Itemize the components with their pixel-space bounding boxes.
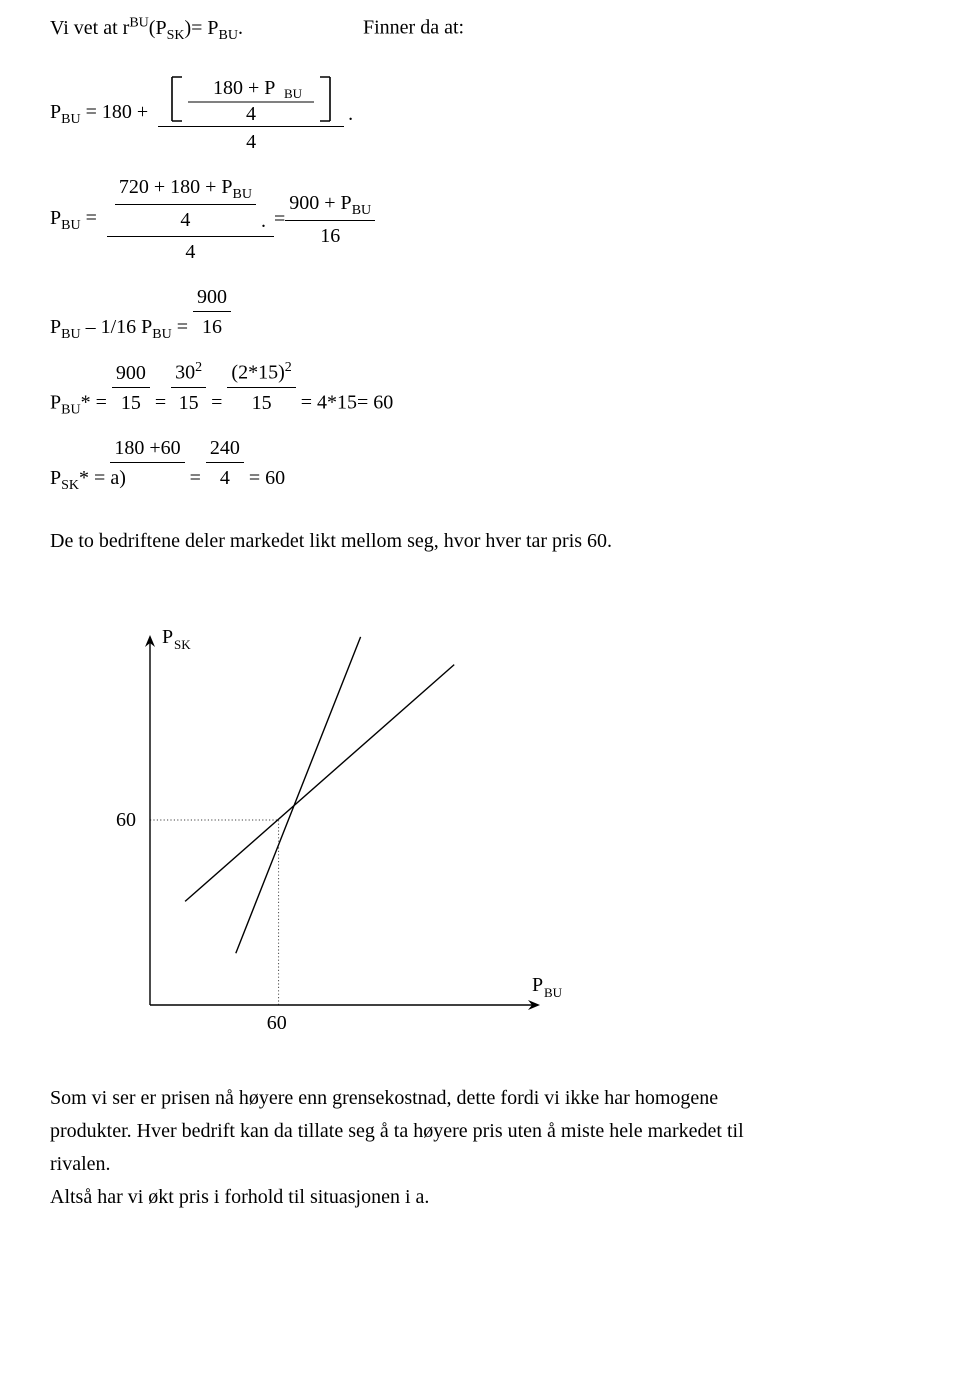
intro-line: Vi vet at rBU(PSK)= PBU. Finner da at: <box>50 14 910 46</box>
page: Vi vet at rBU(PSK)= PBU. Finner da at: P… <box>0 0 960 1396</box>
eq3-lhs-b: = <box>81 207 97 229</box>
eq4-c: = <box>172 316 193 338</box>
eq5-top1: 900 <box>112 360 150 388</box>
eq6-tail: = 60 <box>249 467 285 489</box>
sup-bu-1: BU <box>129 15 148 30</box>
svg-text:60: 60 <box>267 1012 287 1034</box>
eq2-lhs-sub: BU <box>61 112 80 127</box>
eq5-frac3: (2*15)2 15 <box>227 359 295 417</box>
eq3-frac-right: 900 + PBU 16 <box>285 190 375 251</box>
para-c: rivalen. <box>50 1151 910 1178</box>
eq3-num: 720 + 180 + P <box>119 176 233 198</box>
svg-text:4: 4 <box>246 103 256 124</box>
equation-5: PBU* = 900 15 = 302 15 = (2*15)2 15 = 4*… <box>50 359 910 421</box>
eq3-lhs-a: P <box>50 207 61 229</box>
sentence-1: De to bedriftene deler markedet likt mel… <box>50 528 910 555</box>
eq5-frac1: 900 15 <box>112 360 150 417</box>
eq5-sub: BU <box>61 403 80 418</box>
eq5-mid2: = <box>211 392 227 414</box>
para-b: produkter. Hver bedrift kan da tillate s… <box>50 1118 910 1145</box>
eq5-mid1: = <box>155 392 171 414</box>
eq2-lhs-a: P <box>50 101 61 123</box>
equation-6: PSK* = 180 +60 a) = 240 4 = 60 <box>50 435 910 496</box>
eq6-a: P <box>50 467 61 489</box>
intro-left: Vi vet at rBU(PSK)= PBU. <box>50 17 248 39</box>
eq5-b: * = <box>81 392 112 414</box>
eq2-frac: 180 + P BU 4 4 <box>158 74 344 156</box>
eq5-tail: = 4*15= 60 <box>301 392 394 414</box>
eq3-frac-left: 720 + 180 + PBU 4 . 4 <box>107 174 274 267</box>
eq3-rhs-eq: = <box>274 206 285 233</box>
eq3-lhs: PBU = <box>50 205 97 236</box>
svg-text:60: 60 <box>116 809 136 831</box>
intro-text-c: )= P <box>184 17 218 39</box>
eq5-top3: (2*15) <box>231 362 284 384</box>
eq3-lhs-sub: BU <box>61 218 80 233</box>
chart-svg: PSKPBU6060 <box>50 605 570 1065</box>
eq5-sup2: 2 <box>195 360 202 375</box>
eq2-lhs: PBU = 180 + <box>50 99 148 130</box>
eq5-a: P <box>50 392 61 414</box>
eq5-bot1: 15 <box>112 388 150 417</box>
eq4-bot: 16 <box>193 312 231 341</box>
intro-right: Finner da at: <box>363 17 464 39</box>
svg-text:P: P <box>162 626 173 648</box>
svg-text:SK: SK <box>174 637 191 652</box>
eq4-frac: 900 16 <box>193 284 231 341</box>
equation-2: PBU = 180 + 180 + P BU 4 4 . <box>50 74 910 156</box>
eq3-num-den: 4 <box>115 205 256 234</box>
bracket-icon: 180 + P BU 4 <box>166 74 336 124</box>
svg-text:BU: BU <box>544 985 563 1000</box>
eq3-den: 4 <box>107 237 274 266</box>
eq3-inner: 720 + 180 + PBU 4 <box>115 174 256 235</box>
eq5-bot3: 15 <box>227 388 295 417</box>
intro-text-b: (P <box>149 17 167 39</box>
equation-3: PBU = 720 + 180 + PBU 4 . 4 = 900 + PBU … <box>50 174 910 267</box>
eq2-lhs-b: = 180 + <box>81 101 149 123</box>
eq6-frac2: 240 4 <box>206 435 244 492</box>
sub-sk-1: SK <box>167 28 185 43</box>
intro-text-d: . <box>238 17 243 39</box>
svg-text:180 + P: 180 + P <box>213 77 275 99</box>
intro-text-a: Vi vet at r <box>50 17 129 39</box>
eq5-frac2: 302 15 <box>171 359 206 417</box>
eq4-sub2: BU <box>152 327 171 342</box>
eq3-rhs-bot: 16 <box>285 221 375 250</box>
eq2-tail: . <box>348 101 353 128</box>
eq3-tail-dot: . <box>261 209 266 231</box>
svg-text:BU: BU <box>284 86 303 101</box>
reaction-chart: PSKPBU6060 <box>50 605 910 1065</box>
eq4-sub1: BU <box>61 327 80 342</box>
eq4-a: P <box>50 316 61 338</box>
eq6-bot: a) <box>110 463 184 492</box>
eq6-top2: 240 <box>206 435 244 463</box>
eq4-b: – 1/16 P <box>81 316 153 338</box>
equation-4: PBU – 1/16 PBU = 900 16 <box>50 284 910 345</box>
svg-text:P: P <box>532 974 543 996</box>
eq2-den: 4 <box>158 127 344 156</box>
eq5-bot2: 15 <box>171 388 206 417</box>
eq3-rhs-sub: BU <box>352 203 371 218</box>
eq6-b: * = <box>79 467 110 489</box>
eq5-top2: 30 <box>175 362 195 384</box>
eq4-top: 900 <box>193 284 231 312</box>
sub-bu-1: BU <box>219 28 238 43</box>
eq3-rhs-top: 900 + P <box>289 192 351 214</box>
para-a: Som vi ser er prisen nå høyere enn grens… <box>50 1085 910 1112</box>
eq6-bot2: 4 <box>206 463 244 492</box>
eq6-mid: = <box>190 467 206 489</box>
eq5-sup3: 2 <box>285 360 292 375</box>
eq6-sub: SK <box>61 478 79 493</box>
eq6-frac1: 180 +60 a) <box>110 435 184 492</box>
eq6-top: 180 +60 <box>110 435 184 463</box>
para-d: Altså har vi økt pris i forhold til situ… <box>50 1184 910 1211</box>
eq3-num-sub: BU <box>233 187 252 202</box>
